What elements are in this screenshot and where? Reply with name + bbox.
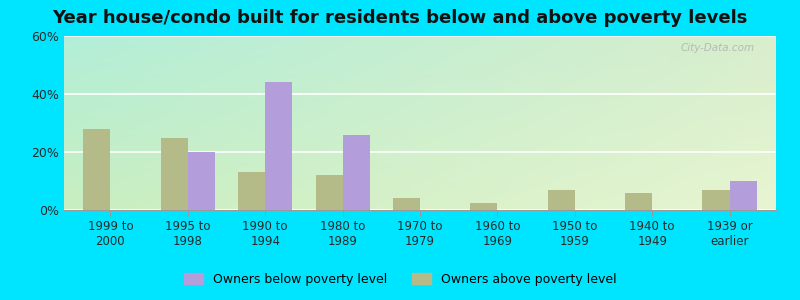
Bar bbox=[238, 172, 266, 210]
Bar bbox=[266, 82, 292, 210]
Bar bbox=[702, 190, 730, 210]
Text: City-Data.com: City-Data.com bbox=[681, 43, 754, 53]
Bar bbox=[83, 129, 110, 210]
Bar bbox=[188, 152, 215, 210]
Bar bbox=[315, 175, 342, 210]
Text: Year house/condo built for residents below and above poverty levels: Year house/condo built for residents bel… bbox=[52, 9, 748, 27]
Bar bbox=[548, 190, 574, 210]
Bar bbox=[342, 135, 370, 210]
Legend: Owners below poverty level, Owners above poverty level: Owners below poverty level, Owners above… bbox=[179, 268, 621, 291]
Bar bbox=[393, 198, 420, 210]
Bar bbox=[470, 203, 498, 210]
Bar bbox=[161, 137, 188, 210]
Bar bbox=[625, 193, 652, 210]
Bar bbox=[730, 181, 757, 210]
